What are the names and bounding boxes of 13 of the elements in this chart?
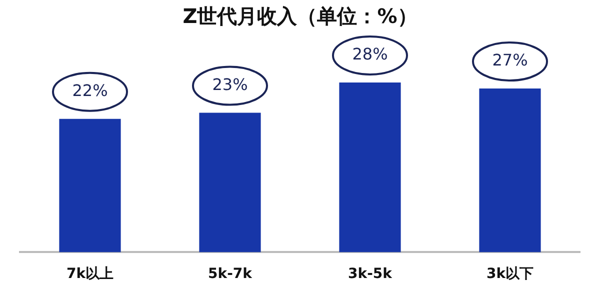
- bar: [199, 112, 261, 252]
- data-label: 22%: [72, 80, 108, 100]
- x-tick-label: 7k以上: [66, 266, 114, 282]
- x-tick-label: 5k-7k: [208, 266, 253, 282]
- bar: [339, 82, 401, 252]
- bar: [59, 118, 121, 252]
- data-label: 28%: [352, 44, 388, 64]
- x-tick-label: 3k以下: [486, 266, 534, 282]
- data-label: 27%: [492, 50, 528, 70]
- bar: [479, 88, 541, 252]
- chart-title: Z世代月收入（单位：%）: [182, 4, 418, 28]
- data-label: 23%: [212, 74, 248, 94]
- x-tick-label: 3k-5k: [348, 266, 393, 282]
